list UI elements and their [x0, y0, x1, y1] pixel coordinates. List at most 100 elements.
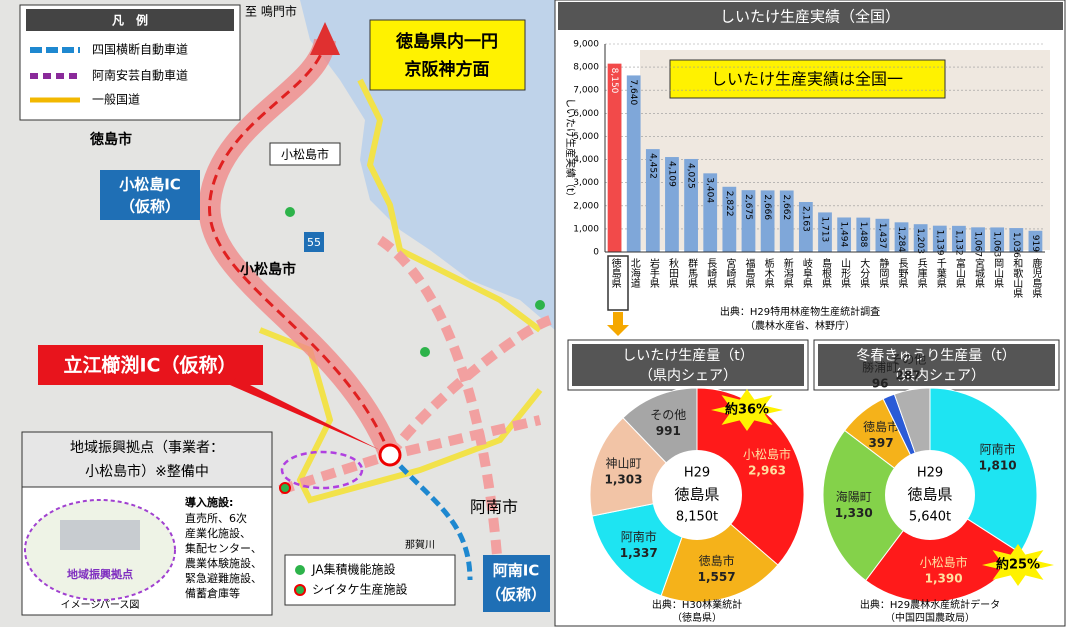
x-tick-label: 鹿児島県 [1030, 257, 1042, 299]
legend-symbol [295, 585, 305, 595]
value-label: 2,822 [724, 191, 734, 217]
value-label: 1,284 [896, 226, 906, 252]
x-tick-label: 島根県 [820, 257, 832, 289]
x-tick-label: 静岡県 [877, 257, 889, 289]
annotation: しいたけ生産実績は全国一 [711, 70, 903, 89]
facilities-title: 導入施設: [185, 495, 233, 509]
x-tick-label: 宮崎県 [724, 257, 736, 289]
center-label: 8,150t [676, 510, 718, 525]
slice-label: 神山町 [606, 456, 642, 470]
place-label: 小松島市 [281, 147, 329, 162]
ic-marker [380, 445, 400, 465]
legend-label: 四国横断自動車道 [92, 42, 188, 57]
ic-label: （仮称） [120, 198, 180, 216]
callout-text: 徳島県内一円 [395, 31, 498, 52]
pie-title: しいたけ生産量（t） [622, 348, 754, 364]
slice-label: 阿南市 [621, 529, 657, 544]
legend-symbol [295, 565, 305, 575]
place-label: 阿南市 [470, 498, 518, 517]
shiitake-point [280, 483, 290, 493]
value-label: 919 [1030, 235, 1040, 252]
annotation: 約25% [996, 557, 1040, 573]
x-tick-label: 新潟県 [781, 257, 793, 289]
x-tick-label: 栃木県 [762, 257, 774, 289]
x-tick-label: 徳島県 [609, 257, 621, 289]
x-tick-label: 宮城県 [973, 257, 985, 289]
legend-label: 一般国道 [92, 92, 140, 107]
value-label: 1,494 [839, 221, 849, 247]
legend-label: JA集積機能施設 [311, 562, 396, 577]
value-label: 8,150 [609, 68, 619, 94]
value-label: 2,163 [800, 206, 810, 232]
facility: 産業化施設、 [185, 526, 251, 540]
center-label: 徳島県 [907, 486, 952, 504]
y-tick-label: 9,000 [573, 40, 599, 50]
destination: 至 鳴門市 [245, 4, 297, 19]
annotation: 約36% [725, 402, 769, 418]
value-label: 2,675 [743, 194, 753, 220]
slice-label: 阿南市 [980, 442, 1016, 457]
x-tick-label: 千葉県 [934, 258, 946, 289]
ic-label: 阿南IC [493, 562, 540, 580]
hub-title: 地域振興拠点（事業者： [70, 440, 224, 456]
slice-label: 海陽町 [836, 489, 872, 504]
slice-label: 小松島市 [743, 446, 791, 461]
value-label: 7,640 [628, 79, 638, 105]
y-tick-label: 4,000 [573, 155, 599, 165]
center-label: H29 [684, 466, 710, 481]
pie-subtitle: （県内シェア） [639, 368, 737, 384]
slice-value: 1,337 [620, 546, 658, 560]
value-label: 1,067 [973, 231, 983, 257]
facility: 緊急避難施設、 [185, 571, 262, 585]
value-label: 1,437 [877, 223, 887, 249]
center-label: 徳島県 [674, 486, 719, 504]
slice-value: 397 [869, 436, 894, 450]
value-label: 4,025 [686, 163, 696, 189]
x-tick-label: 秋田県 [666, 257, 678, 289]
value-label: 1,036 [1011, 232, 1021, 258]
hub-title: 小松島市）※整備中 [85, 463, 209, 480]
facility: 農業体験施設、 [185, 556, 262, 570]
source: 出典：H29農林水産統計データ [860, 598, 1000, 611]
ic-label: 立江櫛渕IC（仮称） [63, 354, 236, 377]
facility: 直売所、6次 [185, 511, 247, 525]
slice-value: 1,303 [605, 472, 643, 486]
y-tick-label: 1,000 [573, 224, 599, 234]
value-label: 2,666 [762, 194, 772, 220]
x-tick-label: 福島県 [743, 257, 755, 289]
slice-label: その他 [890, 352, 926, 366]
y-tick-label: 8,000 [573, 63, 599, 73]
value-label: 1,203 [915, 228, 925, 254]
y-tick-label: 5,000 [573, 132, 599, 142]
facility: 備蓄倉庫等 [185, 586, 240, 600]
slice-value: 96 [872, 377, 889, 391]
value-label: 2,662 [781, 194, 791, 220]
value-label: 4,452 [647, 153, 657, 179]
ic-label: 小松島IC [119, 176, 181, 194]
y-tick-label: 7,000 [573, 86, 599, 96]
slice-label: 徳島市 [699, 553, 735, 568]
chart: 凡 例 四国横断自動車道 阿南安芸自動車道 一般国道 至 鳴門市 徳島県内一円 … [0, 0, 1066, 627]
source: （農林水産省、林野庁） [745, 319, 855, 332]
slice-value: 1,810 [979, 459, 1017, 473]
building [60, 520, 140, 550]
ic-label: （仮称） [486, 586, 546, 604]
y-tick-label: 6,000 [573, 109, 599, 119]
slice-value: 1,390 [925, 571, 963, 585]
slice-label: 小松島市 [920, 554, 968, 569]
x-tick-label: 大分県 [858, 257, 870, 289]
x-tick-label: 和歌山県 [1011, 258, 1023, 299]
source: （徳島県） [672, 611, 722, 624]
ja-point [535, 300, 545, 310]
x-tick-label: 岩手県 [647, 257, 659, 289]
x-tick-label: 富山県 [953, 257, 965, 289]
facility: 集配センター、 [185, 541, 262, 555]
legend-label: シイタケ生産施設 [312, 582, 408, 597]
center-label: 5,640t [909, 510, 951, 525]
x-tick-label: 群馬県 [686, 257, 698, 289]
y-tick-label: 2,000 [573, 201, 599, 211]
x-tick-label: 北海道 [628, 258, 640, 288]
x-tick-label: 岡山県 [992, 258, 1004, 289]
center-label: H29 [917, 466, 943, 481]
x-tick-label: 山形県 [839, 258, 851, 289]
